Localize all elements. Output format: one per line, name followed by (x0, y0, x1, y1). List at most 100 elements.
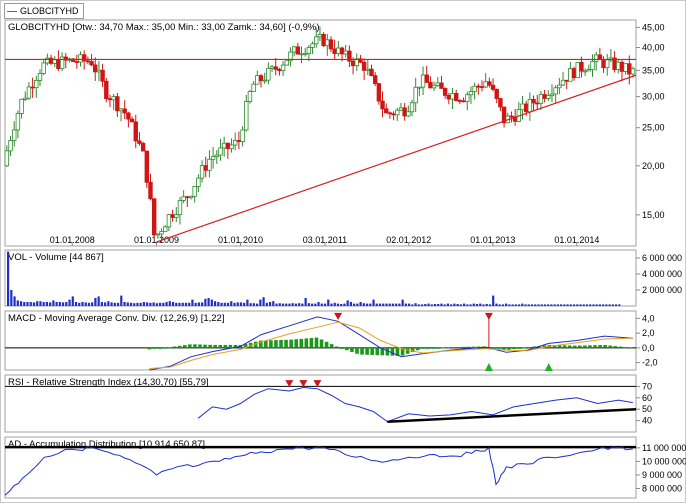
macd-hist-bar (532, 346, 537, 348)
price-ytick-label: 35,00 (642, 65, 665, 75)
candle-body (361, 61, 367, 71)
candle-body (465, 94, 470, 102)
candle-body (590, 60, 595, 70)
candle-body (188, 195, 194, 199)
macd-hist-bar (380, 347, 385, 356)
candle-body (192, 186, 197, 197)
macd-series-macd (149, 316, 633, 371)
volume-bar (252, 303, 255, 306)
ad-ytick-label: 9 000 000 (642, 470, 682, 480)
candle-body (490, 84, 496, 90)
candle-body (12, 129, 17, 141)
macd-hist-bar (208, 344, 212, 348)
volume-bar (524, 304, 527, 306)
volume-bar (595, 304, 598, 306)
macd-hist-bar (466, 346, 471, 348)
volume-bar (611, 304, 614, 306)
rsi-ytick-label: 70 (642, 381, 652, 391)
volume-bar (197, 302, 201, 306)
volume-bar (291, 303, 294, 306)
price-ytick-label: 45,00 (642, 22, 665, 32)
volume-bar (495, 303, 498, 306)
candle-body (174, 214, 179, 218)
macd-hist-bar (593, 345, 597, 348)
candle-body (210, 156, 216, 160)
candle-body (229, 144, 234, 149)
candle-body (155, 233, 161, 236)
volume-bar (618, 304, 621, 306)
candle-body (137, 140, 142, 144)
volume-bar (550, 304, 553, 306)
volume-bar (349, 302, 353, 306)
volume-bar (430, 304, 433, 306)
macd-hist-bar (223, 344, 228, 348)
volume-bar (246, 299, 249, 306)
macd-hist-bar (233, 344, 238, 348)
volume-bar (65, 302, 68, 306)
volume-bar (472, 303, 475, 306)
macd-buy-signal (484, 363, 493, 372)
volume-bar (107, 301, 110, 306)
volume-bar (123, 302, 126, 306)
candle-body (225, 142, 231, 149)
candle-body (93, 64, 98, 73)
volume-bar (74, 302, 78, 306)
price-xtick-label: 02.01.2012 (386, 235, 431, 245)
candle-body (269, 66, 275, 69)
macd-hist-bar (512, 347, 516, 350)
candle-body (494, 89, 499, 99)
candle-body (255, 75, 260, 85)
candle-body (19, 98, 24, 114)
macd-hist-bar (583, 345, 587, 348)
volume-bar (469, 304, 472, 306)
macd-hist-bar (502, 347, 506, 350)
candle-body (619, 61, 625, 72)
volume-bar (281, 303, 285, 306)
volume-bar (420, 304, 424, 306)
volume-bar (7, 251, 10, 306)
macd-hist-bar (152, 347, 157, 349)
macd-hist-bar (213, 344, 217, 348)
candle-body (129, 118, 135, 123)
volume-bar (440, 303, 443, 306)
volume-bar (201, 302, 204, 306)
candle-body (420, 74, 426, 88)
volume-bar (256, 303, 259, 306)
macd-ytick-label: -2,0 (642, 358, 658, 368)
candle-body (181, 196, 186, 201)
volume-bar (307, 303, 310, 306)
volume-bar (369, 303, 372, 306)
volume-bar (223, 302, 226, 306)
macd-hist-bar (324, 341, 329, 348)
macd-series-signal (149, 321, 633, 369)
volume-bar (517, 304, 521, 306)
volume-ytick-label: 2 000 000 (642, 285, 682, 295)
macd-hist-bar (567, 345, 572, 348)
candle-body (26, 86, 32, 99)
candle-body (560, 79, 566, 86)
macd-hist-bar (284, 339, 288, 348)
macd-ytick-label: 2,0 (642, 328, 655, 338)
volume-title: VOL - Volume [44 867] (8, 252, 104, 263)
volume-bar (262, 297, 265, 306)
candle-body (435, 82, 440, 86)
candle-body (37, 73, 43, 81)
volume-bar (408, 303, 411, 306)
volume-bar (142, 302, 146, 306)
macd-hist-bar (517, 347, 521, 349)
macd-hist-bar (172, 346, 177, 348)
macd-hist-bar (203, 344, 207, 348)
candle-body (240, 129, 245, 142)
candle-body (487, 81, 492, 86)
macd-hist-bar (400, 347, 405, 356)
volume-bar (556, 304, 559, 306)
candle-body (288, 51, 293, 62)
candle-body (41, 62, 46, 74)
volume-bar (492, 295, 495, 306)
volume-bar (582, 304, 585, 306)
volume-bar (152, 302, 155, 306)
volume-bar (236, 302, 239, 306)
volume-bar (462, 303, 466, 306)
volume-bar (226, 302, 230, 306)
